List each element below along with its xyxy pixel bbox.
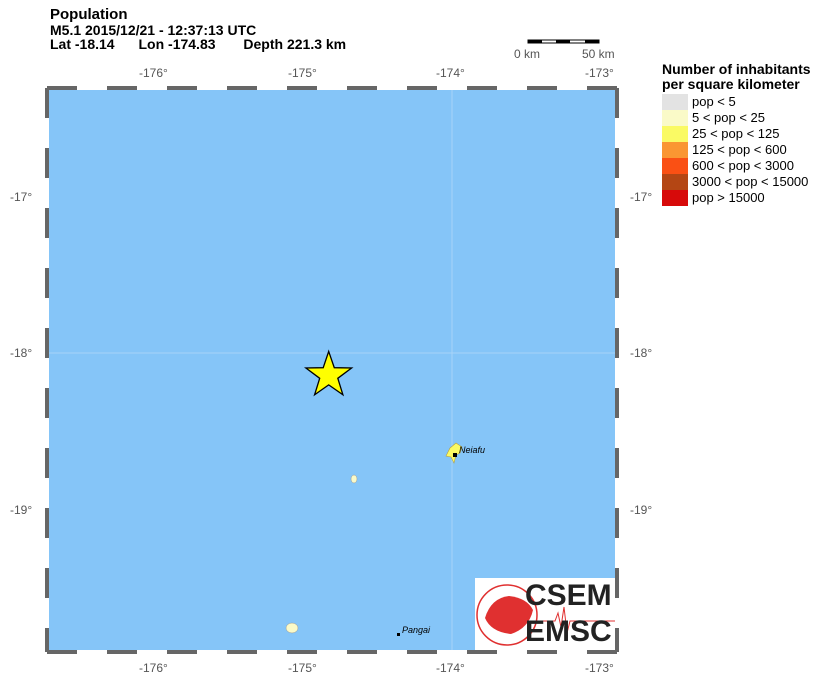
island [285, 622, 299, 634]
legend-subtitle: per square kilometer [662, 76, 800, 92]
event-location: Lat -18.14 Lon -174.83 Depth 221.3 km [50, 37, 346, 51]
legend-label: pop < 5 [692, 94, 736, 109]
city-marker-neiafu [453, 453, 457, 457]
lon-tick-top: -174° [436, 66, 465, 80]
epicenter-star-icon[interactable] [303, 349, 354, 397]
legend-label: 125 < pop < 600 [692, 142, 787, 157]
lon-tick-top: -175° [288, 66, 317, 80]
lon-tick-bottom: -174° [436, 661, 465, 675]
legend-item: pop < 5 [662, 94, 830, 110]
lon-tick-bottom: -176° [139, 661, 168, 675]
city-label-neiafu: Neiafu [459, 445, 486, 455]
map-border [45, 86, 619, 654]
legend-item: pop > 15000 [662, 190, 830, 206]
legend-swatch [662, 174, 688, 190]
legend-swatch [662, 94, 688, 110]
lat-tick-left: -18° [10, 346, 33, 360]
lat-tick-right: -18° [630, 346, 653, 360]
lon-tick-top: -173° [585, 66, 614, 80]
legend-swatch [662, 158, 688, 174]
island [350, 474, 358, 484]
legend-item: 5 < pop < 25 [662, 110, 830, 126]
map-title: Population [50, 6, 128, 23]
lat-tick-right: -17° [630, 190, 653, 204]
legend-item: 25 < pop < 125 [662, 126, 830, 142]
city-label-pangai: Pangai [402, 625, 431, 635]
legend-label: pop > 15000 [692, 190, 765, 205]
event-summary: M5.1 2015/12/21 - 12:37:13 UTC [50, 22, 257, 38]
latitude: Lat -18.14 [50, 36, 115, 52]
lon-tick-top: -176° [139, 66, 168, 80]
city-marker-pangai [397, 633, 400, 636]
legend-label: 25 < pop < 125 [692, 126, 780, 141]
lat-tick-right: -19° [630, 503, 653, 517]
legend-label: 3000 < pop < 15000 [692, 174, 809, 189]
legend-item: 600 < pop < 3000 [662, 158, 830, 174]
legend-item: 125 < pop < 600 [662, 142, 830, 158]
lon-tick-bottom: -175° [288, 661, 317, 675]
csem-emsc-logo: CSEM EMSC [475, 578, 615, 650]
scale-bar [527, 39, 600, 44]
legend-label: 5 < pop < 25 [692, 110, 766, 125]
legend-title: Number of inhabitants [662, 61, 811, 77]
lat-tick-left: -19° [10, 503, 33, 517]
lat-tick-left: -17° [10, 190, 33, 204]
depth: Depth 221.3 km [243, 36, 347, 52]
legend-swatch [662, 110, 688, 126]
longitude: Lon -174.83 [138, 36, 216, 52]
lon-tick-bottom: -173° [585, 661, 614, 675]
legend-swatch [662, 190, 688, 206]
legend-label: 600 < pop < 3000 [692, 158, 794, 173]
legend-item: 3000 < pop < 15000 [662, 174, 830, 190]
scale-end-label: 50 km [582, 47, 615, 61]
logo-text-csem: CSEM [525, 579, 612, 612]
legend-swatch [662, 142, 688, 158]
legend-swatch [662, 126, 688, 142]
scale-start-label: 0 km [514, 47, 541, 61]
logo-text-emsc: EMSC [525, 615, 612, 648]
